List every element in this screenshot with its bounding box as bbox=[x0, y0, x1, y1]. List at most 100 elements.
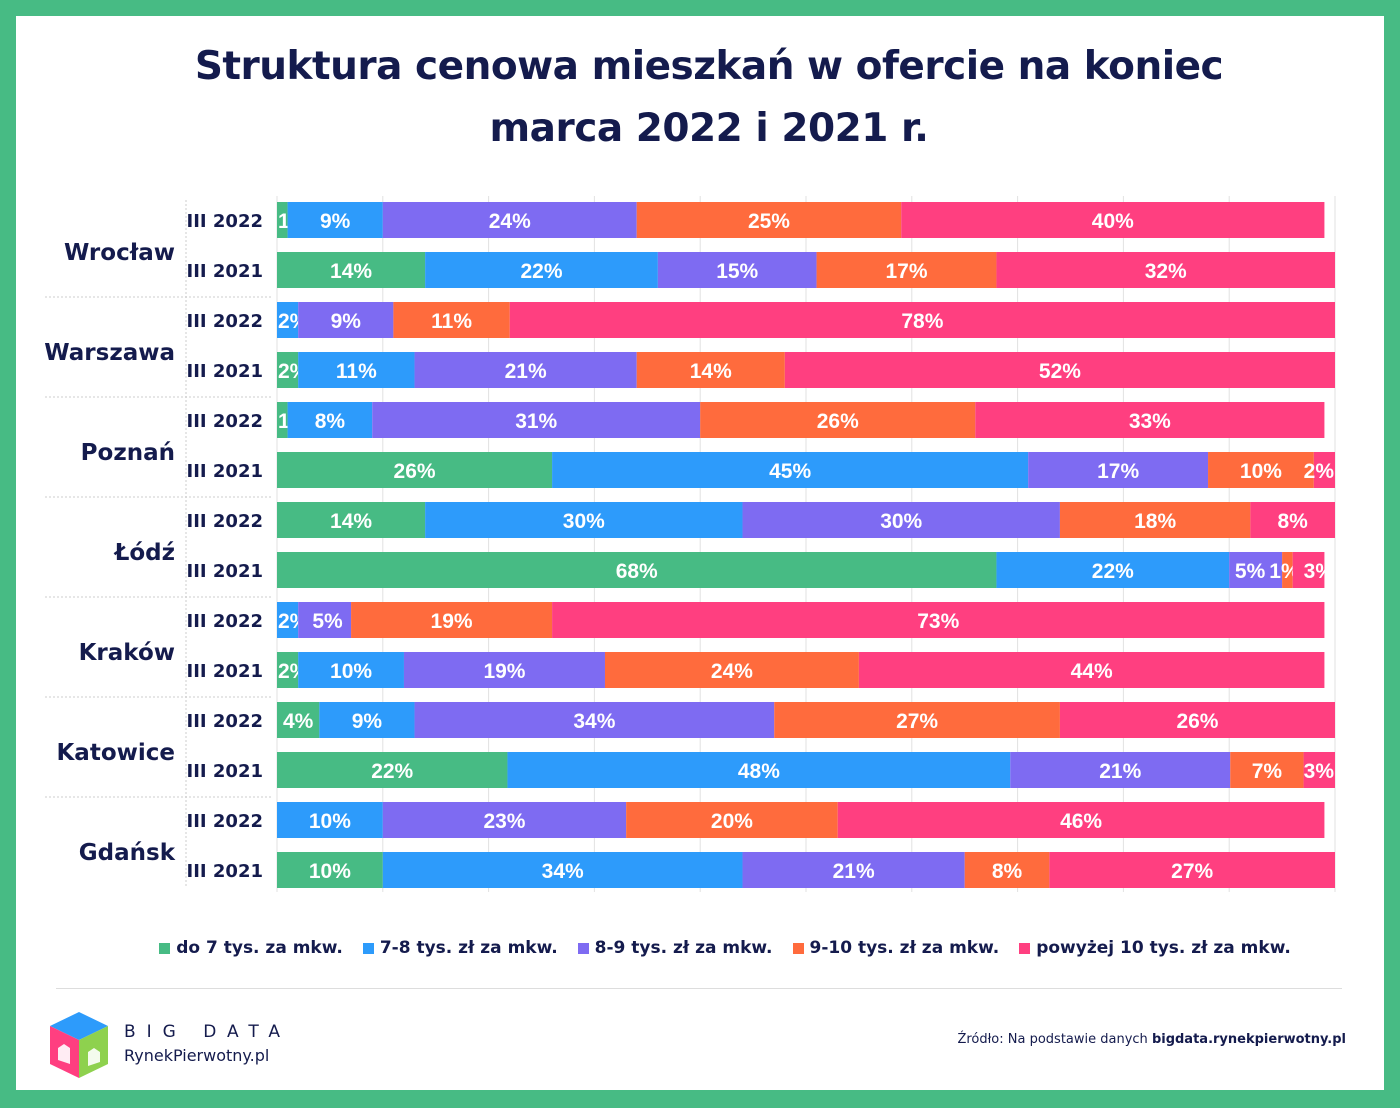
brand-name: BIG DATA bbox=[124, 1022, 292, 1042]
data-label: 22% bbox=[520, 260, 562, 283]
city-label: Katowice bbox=[56, 740, 175, 766]
data-label: 21% bbox=[1099, 760, 1141, 783]
data-label: 34% bbox=[573, 710, 615, 733]
bar-segment bbox=[1059, 702, 1335, 738]
data-label: 3% bbox=[1304, 560, 1335, 583]
bar-segment bbox=[996, 252, 1335, 288]
year-label: III 2022 bbox=[187, 311, 263, 332]
year-label: III 2021 bbox=[187, 561, 263, 582]
bar-segment bbox=[837, 802, 1325, 838]
data-label: 8% bbox=[1278, 510, 1309, 533]
bar-segment bbox=[277, 302, 299, 338]
legend-swatch bbox=[1019, 942, 1031, 954]
legend-label: powyżej 10 tys. zł za mkw. bbox=[1036, 938, 1291, 958]
data-label: 8% bbox=[315, 410, 346, 433]
bar-segment bbox=[277, 402, 288, 438]
bar-segment bbox=[784, 352, 1335, 388]
data-label: 52% bbox=[1039, 360, 1081, 383]
data-label: 22% bbox=[1092, 560, 1134, 583]
bar-segment bbox=[507, 752, 1011, 788]
divider bbox=[56, 988, 1342, 989]
data-label: 19% bbox=[483, 660, 525, 683]
bar-segment bbox=[1250, 502, 1335, 538]
data-label: 33% bbox=[1129, 410, 1171, 433]
legend-label: do 7 tys. za mkw. bbox=[176, 938, 343, 958]
brand-site: RynekPierwotny.pl bbox=[124, 1046, 270, 1065]
bar-segment bbox=[1303, 752, 1335, 788]
year-label: III 2022 bbox=[187, 411, 263, 432]
data-label: 22% bbox=[371, 760, 413, 783]
data-label: 26% bbox=[394, 460, 436, 483]
data-label: 34% bbox=[542, 860, 584, 883]
bar-segment bbox=[277, 852, 383, 888]
bar-segment bbox=[636, 352, 785, 388]
data-label: 26% bbox=[817, 410, 859, 433]
data-label: 21% bbox=[505, 360, 547, 383]
bar-segment bbox=[319, 702, 415, 738]
bar-segment bbox=[277, 752, 508, 788]
bar-segment bbox=[1313, 452, 1335, 488]
city-label: Warszawa bbox=[44, 340, 175, 366]
data-label: 30% bbox=[880, 510, 922, 533]
data-label: 17% bbox=[885, 260, 927, 283]
legend-item: powyżej 10 tys. zł za mkw. bbox=[1019, 938, 1291, 958]
source-link[interactable]: bigdata.rynekpierwotny.pl bbox=[1151, 1032, 1346, 1047]
bigdata-logo-icon bbox=[50, 1012, 108, 1078]
year-label: III 2021 bbox=[187, 361, 263, 382]
legend-label: 8-9 tys. zł za mkw. bbox=[594, 938, 773, 958]
bar-segment bbox=[403, 652, 605, 688]
bar-segment bbox=[816, 252, 997, 288]
data-label: 21% bbox=[833, 860, 875, 883]
data-label: 27% bbox=[1171, 860, 1213, 883]
data-label: 30% bbox=[563, 510, 605, 533]
legend-item: do 7 tys. za mkw. bbox=[159, 938, 343, 958]
data-label: 78% bbox=[901, 310, 943, 333]
bar-segment bbox=[277, 352, 299, 388]
data-label: 14% bbox=[330, 260, 372, 283]
bar-segment bbox=[277, 652, 299, 688]
data-label: 10% bbox=[309, 810, 351, 833]
city-label: Kraków bbox=[79, 640, 175, 666]
year-label: III 2021 bbox=[187, 461, 263, 482]
data-label: 9% bbox=[352, 710, 383, 733]
year-label: III 2021 bbox=[187, 761, 263, 782]
legend: do 7 tys. za mkw. 7-8 tys. zł za mkw. 8-9 … bbox=[0, 938, 1400, 958]
data-label: 44% bbox=[1071, 660, 1113, 683]
data-label: 31% bbox=[515, 410, 557, 433]
bar-segment bbox=[1010, 752, 1231, 788]
bar-segment bbox=[393, 302, 510, 338]
legend-swatch bbox=[792, 942, 804, 954]
bar-segment bbox=[414, 352, 637, 388]
bar-segment bbox=[742, 502, 1060, 538]
bar-segment bbox=[425, 502, 743, 538]
data-label: 5% bbox=[312, 610, 343, 633]
bar-segment bbox=[626, 802, 838, 838]
legend-swatch bbox=[159, 942, 171, 954]
title-line-1: Struktura cenowa mieszkań w ofercie na k… bbox=[194, 44, 1224, 89]
bar-segment bbox=[287, 202, 383, 238]
bar-segment bbox=[774, 702, 1060, 738]
bar-segment bbox=[1049, 852, 1335, 888]
data-label: 40% bbox=[1092, 210, 1134, 233]
bar-segment bbox=[996, 552, 1230, 588]
bar-segment bbox=[287, 402, 373, 438]
data-label: 9% bbox=[320, 210, 351, 233]
bar-segment bbox=[742, 852, 965, 888]
bar-segment bbox=[636, 202, 902, 238]
data-label: 68% bbox=[616, 560, 658, 583]
data-label: 8% bbox=[992, 860, 1023, 883]
bar-segment bbox=[277, 452, 553, 488]
bar-segment bbox=[277, 202, 288, 238]
legend-swatch bbox=[362, 942, 374, 954]
year-label: III 2021 bbox=[187, 861, 263, 882]
bar-segment bbox=[1059, 502, 1251, 538]
data-label: 17% bbox=[1097, 460, 1139, 483]
bar-segment bbox=[382, 852, 743, 888]
data-label: 4% bbox=[283, 710, 314, 733]
legend-label: 9-10 tys. zł za mkw. bbox=[809, 938, 1000, 958]
legend-swatch bbox=[577, 942, 589, 954]
data-label: 5% bbox=[1235, 560, 1266, 583]
data-label: 14% bbox=[690, 360, 732, 383]
bar-segment bbox=[657, 252, 817, 288]
data-label: 10% bbox=[1240, 460, 1282, 483]
